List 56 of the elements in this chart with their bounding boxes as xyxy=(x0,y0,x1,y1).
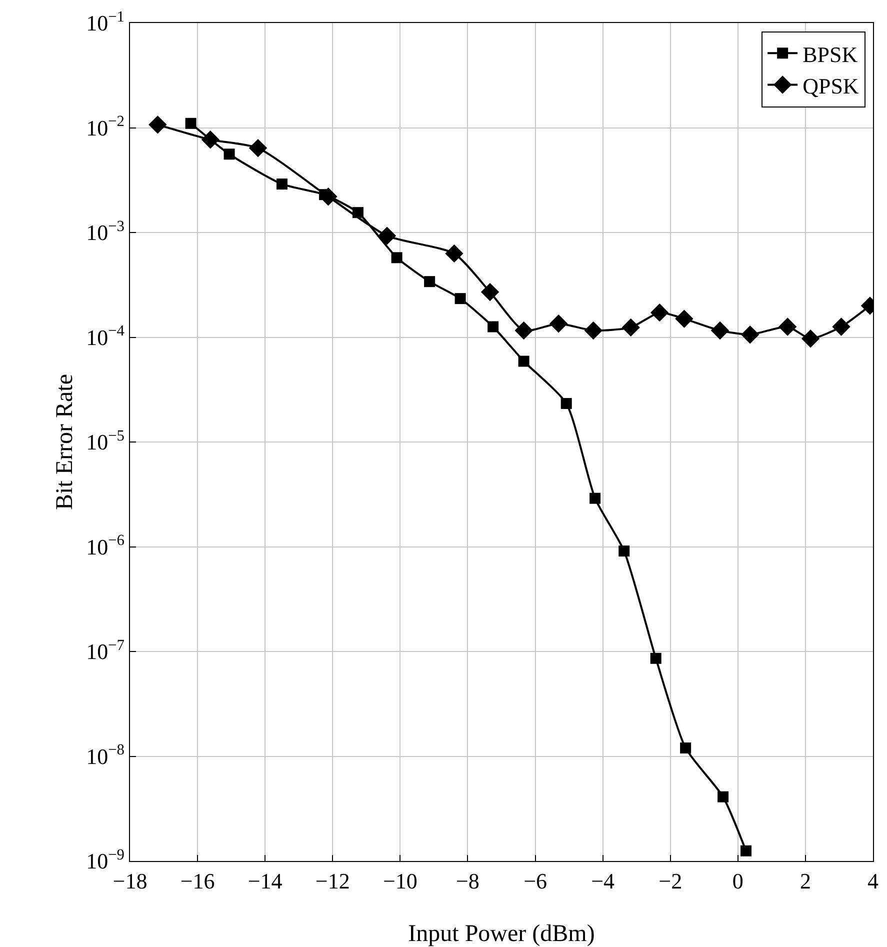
point xyxy=(710,321,730,340)
point xyxy=(454,293,466,304)
point xyxy=(590,492,601,504)
y-tick-label: 10$^{−1}$ xyxy=(86,8,124,36)
point xyxy=(148,116,167,134)
x-tick-label: −8 xyxy=(456,868,480,894)
point xyxy=(832,318,850,336)
point xyxy=(622,318,640,337)
point xyxy=(560,398,572,410)
legend-label: BPSK xyxy=(802,42,858,67)
legend-label: QPSK xyxy=(802,73,859,98)
point xyxy=(480,282,500,302)
point xyxy=(650,652,662,664)
y-tick-label: 10$^{−5}$ xyxy=(86,427,125,455)
point xyxy=(224,148,235,160)
x-tick-label: −6 xyxy=(524,868,547,894)
x-tick-label: −16 xyxy=(180,868,215,894)
point xyxy=(740,845,752,856)
y-tick-label: 10$^{−8}$ xyxy=(86,742,125,769)
point xyxy=(488,321,499,332)
point xyxy=(185,118,196,129)
x-tick-label: −10 xyxy=(382,868,418,894)
point xyxy=(618,546,630,557)
y-tick-label: 10$^{−7}$ xyxy=(86,636,125,664)
x-tick-label: 2 xyxy=(800,868,811,894)
point xyxy=(514,321,533,340)
point xyxy=(248,138,268,158)
point xyxy=(378,226,396,245)
x-tick-label: 4 xyxy=(868,868,878,894)
y-tick-label: 10$^{−2}$ xyxy=(86,113,124,140)
point xyxy=(801,330,820,348)
point xyxy=(201,130,220,149)
y-tick-label: 10$^{−3}$ xyxy=(86,218,125,246)
point xyxy=(276,178,288,190)
point xyxy=(675,310,694,328)
y-tick-label: 10$^{−4}$ xyxy=(86,322,125,350)
y-tick-label: 10$^{−6}$ xyxy=(86,532,125,560)
point xyxy=(584,321,602,340)
point xyxy=(445,244,464,263)
point xyxy=(391,252,402,264)
x-tick-label: −2 xyxy=(658,868,682,894)
point xyxy=(518,356,530,367)
y-axis-title: Bit Error Rate xyxy=(52,374,78,510)
point xyxy=(680,742,692,754)
x-tick-label: −12 xyxy=(315,868,350,894)
point xyxy=(718,791,729,802)
x-axis-title: Input Power (dBm) xyxy=(408,921,595,947)
point xyxy=(778,318,797,336)
x-tick-label: −4 xyxy=(591,868,615,894)
point xyxy=(650,303,669,322)
x-tick-label: 0 xyxy=(732,868,744,894)
point xyxy=(740,326,760,344)
x-tick-label: −14 xyxy=(248,868,282,894)
point xyxy=(424,276,436,288)
point xyxy=(549,314,568,333)
point xyxy=(319,188,338,206)
